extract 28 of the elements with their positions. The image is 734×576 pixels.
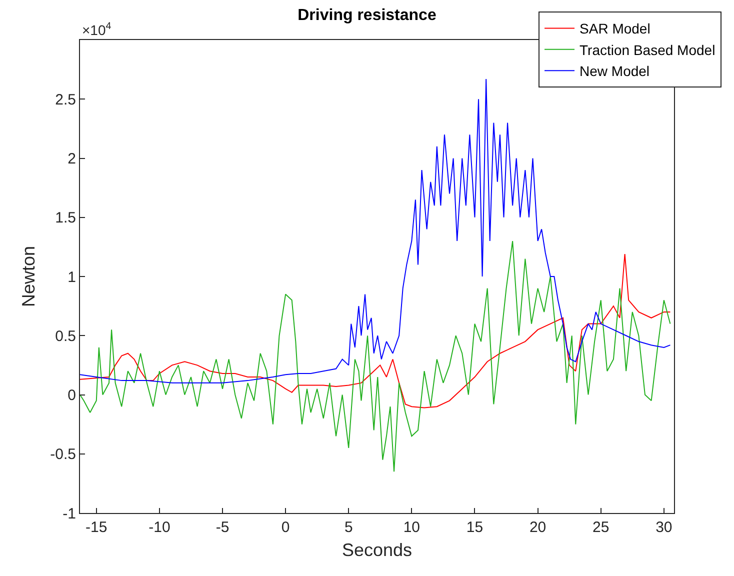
y-tick-label: -1 [62,505,76,522]
x-tick-label: 10 [403,519,420,536]
text: ×10$^{4}$ [82,21,112,38]
x-tick-label: 0 [281,519,290,536]
x-tick-label: 15 [466,519,484,536]
legend-label: Traction Based Model [580,42,716,58]
legend-label: New Model [580,63,650,80]
x-tick-label: 20 [529,519,546,536]
x-tick-label: 5 [344,519,353,536]
y-tick-label: 2.5 [55,91,76,108]
y-tick-label: 1.5 [55,210,76,227]
x-tick-label: 30 [656,519,672,536]
x-tick-label: -5 [216,519,230,536]
legend-label: SAR Model [580,20,650,37]
x-tick-label: -15 [86,519,108,536]
x-tick-label: -10 [148,519,170,536]
y-tick-label: 2 [68,150,76,168]
y-axis-title: Newton [18,246,38,308]
y-tick-label: 1 [68,268,76,286]
x-axis-title: Seconds [342,540,412,560]
line-series [80,254,671,408]
line-series [80,240,671,472]
y-tick-label: 0.5 [55,328,76,345]
line-series [80,78,671,384]
chart-title: Driving resistance [298,6,436,24]
x-tick-label: 25 [592,519,610,536]
y-tick-label: 0 [68,387,76,404]
y-tick-label: -0.5 [50,446,76,464]
